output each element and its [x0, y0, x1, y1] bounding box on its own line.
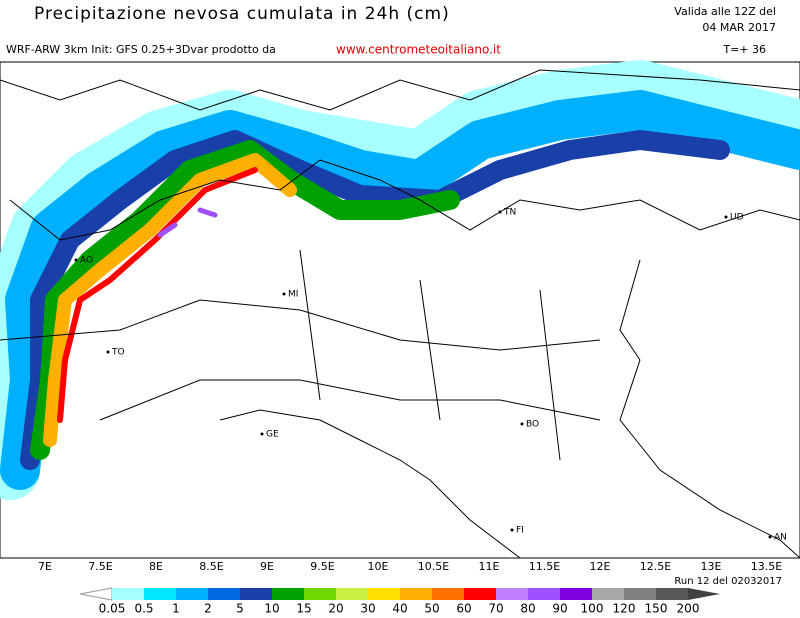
colorbar-box: [592, 588, 624, 600]
info: WRF-ARW 3km Init: GFS 0.25+3Dvar prodott…: [6, 43, 276, 56]
colorbar-label: 100: [581, 602, 604, 616]
colorbar-label: 60: [456, 602, 471, 616]
colorbar-box: [432, 588, 464, 600]
city-dot: [282, 292, 286, 296]
colorbar-label: 50: [424, 602, 439, 616]
borders: [0, 69, 800, 559]
colorbar-label: 10: [264, 602, 279, 616]
colorbar-box: [336, 588, 368, 600]
colorbar-label: 2: [204, 602, 212, 616]
city-dot: [724, 215, 728, 219]
run-info: Run 12 del 02032017: [674, 576, 782, 587]
valid-date: 04 MAR 2017: [702, 21, 776, 34]
longitude-axis: 7E 7.5E 8E 8.5E 9E 9.5E 10E 10.5E 11E 11.5E 12E 12.…: [38, 560, 782, 573]
city-label: UD: [730, 213, 744, 223]
city-label: TO: [111, 348, 125, 358]
longitude-label: 11E: [479, 560, 500, 573]
longitude-label: 12.5E: [640, 560, 671, 573]
colorbar-label: 120: [613, 602, 636, 616]
colorbar-box: [624, 588, 656, 600]
colorbar-box: [528, 588, 560, 600]
colorbar-label: 80: [520, 602, 535, 616]
colorbar-label: 70: [488, 602, 503, 616]
colorbar-label: 15: [296, 602, 311, 616]
colorbar-box: [240, 588, 272, 600]
longitude-label: 11.5E: [529, 560, 560, 573]
longitude-label: 9.5E: [310, 560, 334, 573]
colorbar-label: 200: [677, 602, 700, 616]
longitude-label: 13.5E: [751, 560, 782, 573]
city-label: TN: [503, 208, 516, 218]
colorbar-label: 20: [328, 602, 343, 616]
cities: AO TO MI GE TN UD BO FI AN: [74, 208, 787, 543]
city-dot: [520, 422, 524, 426]
colorbar-box: [272, 588, 304, 600]
longitude-label: 10E: [368, 560, 389, 573]
city-dot: [510, 528, 514, 532]
longitude-label: 7E: [38, 560, 52, 573]
forecast-time: T=+ 36: [722, 43, 766, 56]
colorbar-box: [560, 588, 592, 600]
colorbar-label: 90: [552, 602, 567, 616]
colorbar-box: [144, 588, 176, 600]
colorbar-label: 150: [645, 602, 668, 616]
longitude-label: 12E: [590, 560, 611, 573]
colorbar-box: [464, 588, 496, 600]
website: www.centrometeoitaliano.it: [336, 43, 501, 57]
longitude-label: 13E: [701, 560, 722, 573]
colorbar-box: [656, 588, 688, 600]
colorbar-high: [688, 588, 720, 600]
colorbar-label: 30: [360, 602, 375, 616]
longitude-label: 8.5E: [199, 560, 223, 573]
colorbar-label: 0.05: [99, 602, 126, 616]
colorbar: 0.05 0.5 1 2 5 10 15 20 30 40 50 60 70 80 90 100 120 150 2…: [79, 587, 720, 616]
city-label: MI: [288, 290, 298, 300]
city-dot: [74, 258, 78, 262]
city-label: AO: [80, 256, 93, 266]
map: [0, 60, 800, 559]
city-dot: [768, 535, 772, 539]
longitude-label: 9E: [260, 560, 274, 573]
snow-field: [0, 60, 800, 500]
colorbar-label: 40: [392, 602, 407, 616]
city-label: FI: [516, 526, 524, 536]
longitude-label: 8E: [149, 560, 163, 573]
colorbar-box: [496, 588, 528, 600]
colorbar-label: 5: [236, 602, 244, 616]
city-label: AN: [774, 533, 787, 543]
longitude-label: 7.5E: [88, 560, 112, 573]
colorbar-box: [176, 588, 208, 600]
longitude-label: 10.5E: [418, 560, 449, 573]
city-dot: [498, 210, 502, 214]
colorbar-low: [79, 587, 113, 601]
valid-line: Valida alle 12Z del: [674, 5, 776, 18]
city-dot: [106, 350, 110, 354]
city-label: GE: [266, 430, 279, 440]
city-label: BO: [526, 420, 539, 430]
city-dot: [260, 432, 264, 436]
title: Precipitazione nevosa cumulata in 24h (c…: [34, 4, 450, 24]
colorbar-label: 1: [172, 602, 180, 616]
colorbar-box: [112, 588, 144, 600]
colorbar-label: 0.5: [134, 602, 153, 616]
colorbar-box: [368, 588, 400, 600]
colorbar-box: [304, 588, 336, 600]
colorbar-box: [208, 588, 240, 600]
colorbar-box: [400, 588, 432, 600]
